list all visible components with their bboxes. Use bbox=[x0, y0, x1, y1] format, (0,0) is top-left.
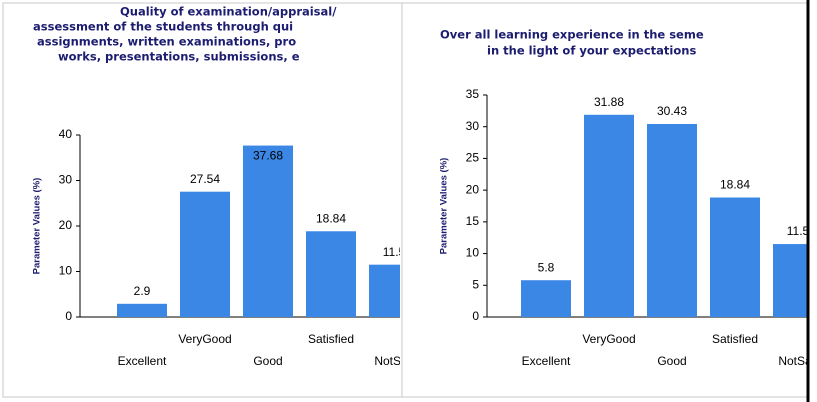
chart-title: Over all learning experience in the seme bbox=[440, 28, 704, 42]
bar bbox=[243, 145, 293, 317]
y-tick-label: 20 bbox=[59, 218, 73, 232]
y-tick-label: 15 bbox=[466, 214, 480, 228]
value-label: 27.54 bbox=[190, 172, 220, 186]
bar bbox=[117, 303, 167, 317]
bar bbox=[369, 264, 400, 317]
y-tick-label: 5 bbox=[472, 277, 479, 291]
x-tick-label: NotSati bbox=[778, 354, 817, 368]
bar bbox=[773, 244, 807, 317]
x-tick-label: Excellent bbox=[522, 354, 571, 368]
x-tick-label: Satisfied bbox=[308, 332, 354, 346]
y-tick-label: 0 bbox=[472, 309, 479, 323]
x-tick-label: VeryGood bbox=[178, 332, 231, 346]
bar bbox=[647, 123, 697, 318]
value-label: 30.43 bbox=[657, 104, 687, 118]
chart-panel: Quality of examination/appraisal/assessm… bbox=[32, 5, 413, 368]
x-tick-label: VeryGood bbox=[582, 332, 635, 346]
x-tick-label: NotSati bbox=[374, 354, 413, 368]
bar bbox=[584, 114, 634, 318]
value-label: 18.84 bbox=[316, 211, 346, 225]
x-tick-label: Good bbox=[253, 354, 282, 368]
value-label: 11.5 bbox=[787, 224, 810, 238]
chart-title: assessment of the students through qui bbox=[33, 20, 293, 34]
bar bbox=[521, 280, 571, 317]
x-tick-label: Excellent bbox=[118, 354, 167, 368]
y-tick-label: 20 bbox=[466, 182, 480, 196]
chart-title: assignments, written examinations, pro bbox=[37, 35, 296, 49]
y-tick-label: 30 bbox=[466, 119, 480, 133]
value-label: 11.5 bbox=[383, 245, 406, 259]
value-label: 2.9 bbox=[134, 284, 151, 298]
value-label: 5.8 bbox=[538, 260, 555, 274]
x-tick-label: Satisfied bbox=[712, 332, 758, 346]
x-tick-label: Good bbox=[657, 354, 686, 368]
bar bbox=[180, 191, 230, 317]
y-tick-label: 35 bbox=[466, 87, 480, 101]
y-tick-label: 10 bbox=[466, 246, 480, 260]
value-label: 18.84 bbox=[720, 178, 750, 192]
value-label: 37.68 bbox=[253, 149, 283, 163]
chart-title: in the light of your expectations bbox=[487, 44, 696, 58]
chart-panel: Over all learning experience in the seme… bbox=[439, 28, 817, 368]
y-tick-label: 40 bbox=[59, 127, 73, 141]
value-label: 31.88 bbox=[594, 95, 624, 109]
y-tick-label: 25 bbox=[466, 151, 480, 165]
y-axis-label: Parameter Values (%) bbox=[32, 178, 43, 275]
y-tick-label: 10 bbox=[59, 264, 73, 278]
chart-title: Quality of examination/appraisal/ bbox=[120, 5, 337, 19]
bar bbox=[710, 197, 760, 317]
y-tick-label: 30 bbox=[59, 173, 73, 187]
chart-title: works, presentations, submissions, e bbox=[58, 50, 300, 64]
y-axis-label: Parameter Values (%) bbox=[439, 158, 450, 255]
bar bbox=[306, 231, 356, 317]
y-tick-label: 0 bbox=[65, 309, 72, 323]
